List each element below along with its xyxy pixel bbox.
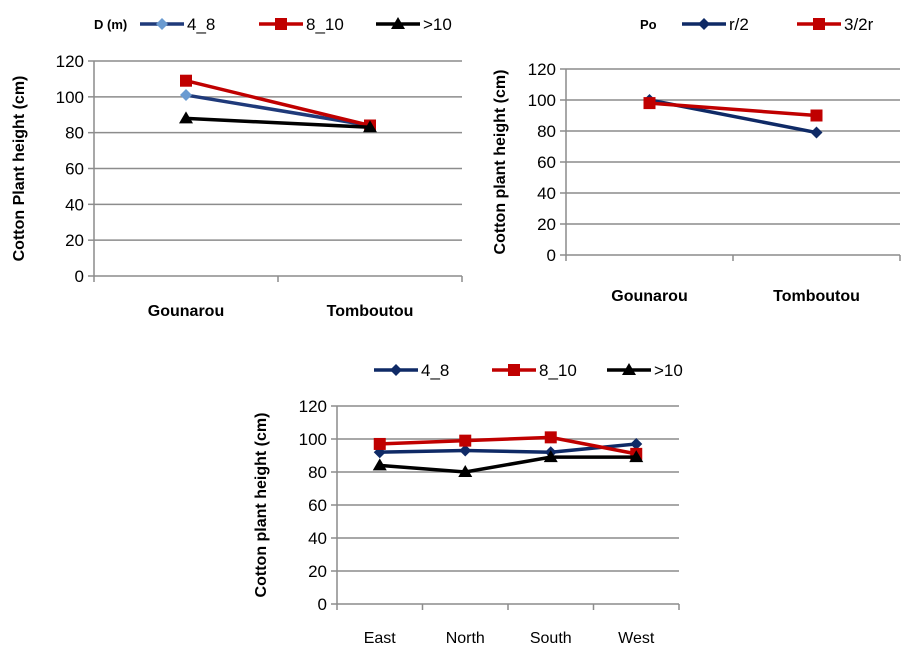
legend-marker — [275, 18, 287, 30]
chart-3: 0 20 40 60 80 100 120 East North South West Cotton … — [253, 361, 683, 647]
legend-marker — [390, 364, 402, 376]
y-tick-label: 20 — [537, 215, 556, 234]
legend-marker — [622, 363, 636, 375]
data-point — [543, 450, 558, 463]
x-tick-label: Gounarou — [148, 303, 224, 320]
y-tick-label: 80 — [537, 122, 556, 141]
data-point — [180, 89, 192, 102]
legend: 4_8 8_10 >10 — [374, 361, 683, 380]
x-tick-label: South — [530, 630, 572, 647]
data-point — [363, 120, 377, 133]
y-tick-label: 100 — [299, 430, 327, 449]
legend-marker — [391, 17, 405, 29]
y-tick-label: 100 — [528, 91, 556, 110]
series-line — [185, 93, 371, 128]
chart-2: 0 20 40 60 80 100 120 Gounarou Tomboutou Cotton p… — [492, 15, 901, 305]
x-tick-label: Tomboutou — [773, 288, 860, 305]
y-tick-label: 20 — [65, 231, 84, 250]
y-tick-label: 80 — [65, 124, 84, 143]
legend-marker — [698, 18, 710, 30]
y-tick-label: 0 — [547, 246, 556, 265]
series-line — [185, 116, 371, 130]
y-tick-label: 60 — [65, 160, 84, 179]
data-point — [544, 431, 557, 444]
x-tick-label: West — [618, 630, 655, 647]
y-tick-label: 60 — [537, 153, 556, 172]
y-tick-label: 0 — [318, 595, 327, 614]
legend-label: 8_10 — [539, 361, 577, 380]
data-point — [629, 450, 644, 463]
series-3/2r — [643, 97, 823, 122]
y-tick-label: 120 — [528, 60, 556, 79]
y-axis-label: Cotton Plant height (cm) — [11, 76, 28, 262]
data-point — [459, 434, 472, 447]
data-point — [179, 111, 193, 124]
y-tick-label: 120 — [299, 397, 327, 416]
series-line — [185, 79, 371, 128]
data-point — [458, 465, 473, 477]
data-point — [180, 74, 192, 87]
y-tick-label: 120 — [56, 52, 84, 71]
legend: Po r/2 3/2r — [640, 15, 874, 34]
x-tick-label: East — [364, 630, 397, 647]
series-line — [379, 455, 637, 474]
legend-label: 3/2r — [844, 15, 874, 34]
legend-marker — [508, 364, 520, 376]
data-point — [810, 109, 823, 122]
data-point — [643, 97, 656, 110]
y-tick-label: 100 — [56, 88, 84, 107]
y-tick-label: 0 — [75, 267, 84, 286]
y-tick-label: 40 — [65, 195, 84, 214]
legend-label: >10 — [423, 15, 452, 34]
y-tick-label: 80 — [308, 463, 327, 482]
series->10 — [179, 111, 377, 133]
data-point — [372, 458, 387, 471]
x-tick-label: Gounarou — [611, 288, 687, 305]
legend-title: D (m) — [94, 17, 127, 32]
data-point — [810, 126, 823, 139]
chart-1: 0 20 40 60 80 100 120 Gounarou Tomboutou Cotton P… — [11, 15, 463, 320]
legend: D (m) 4_8 8_10 >10 — [94, 15, 452, 34]
y-tick-label: 20 — [308, 562, 327, 581]
x-tick-label: Tomboutou — [327, 303, 414, 320]
legend-label: 4_8 — [421, 361, 449, 380]
y-tick-label: 40 — [537, 184, 556, 203]
y-tick-label: 60 — [308, 496, 327, 515]
y-axis-label: Cotton plant height (cm) — [492, 70, 509, 255]
legend-label: 4_8 — [187, 15, 215, 34]
series-line — [379, 442, 637, 454]
data-point — [459, 444, 472, 457]
data-point — [373, 437, 386, 450]
data-point — [630, 437, 643, 450]
legend-marker — [813, 18, 825, 30]
y-tick-label: 40 — [308, 529, 327, 548]
legend-label: 8_10 — [306, 15, 344, 34]
series->10 — [372, 450, 644, 477]
series-line — [379, 435, 637, 456]
y-axis-label: Cotton plant height (cm) — [253, 413, 270, 598]
legend-marker — [156, 18, 168, 30]
legend-label: >10 — [654, 361, 683, 380]
legend-title: Po — [640, 17, 657, 32]
x-tick-label: North — [446, 630, 485, 647]
series-line — [649, 101, 817, 118]
legend-label: r/2 — [729, 15, 749, 34]
